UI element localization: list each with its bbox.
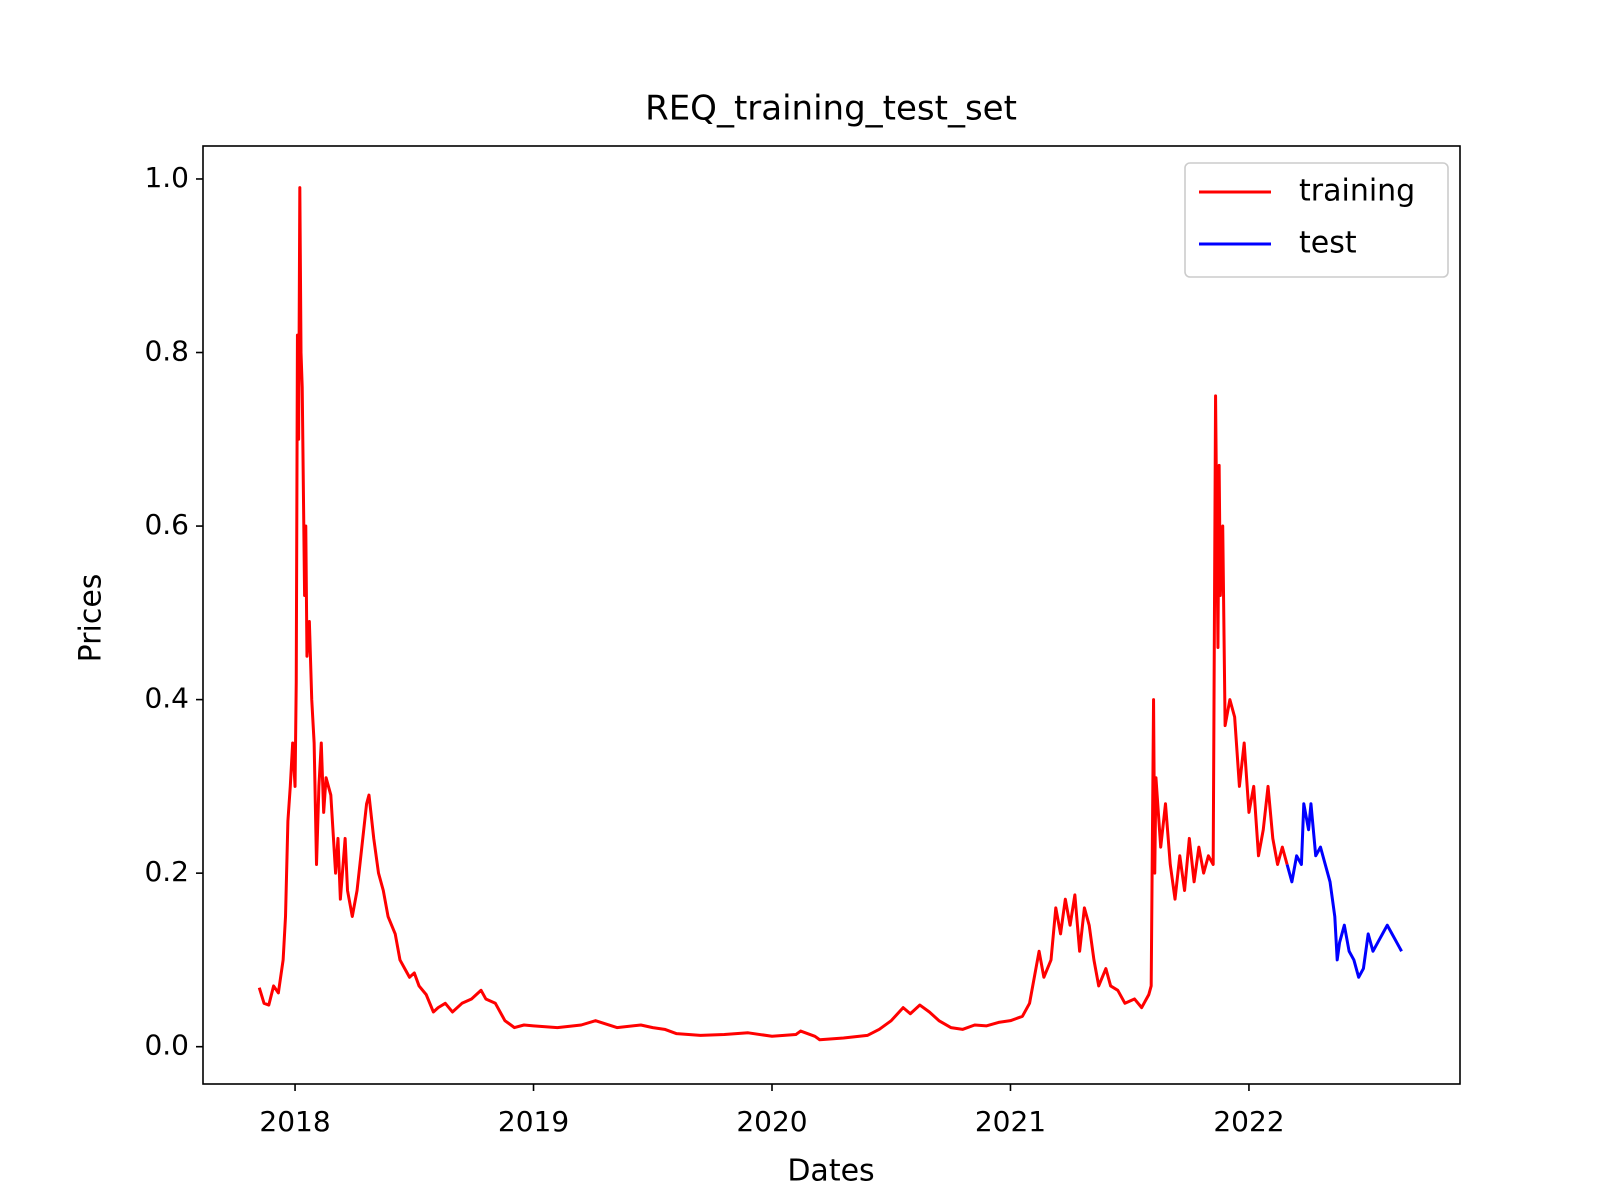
y-tick-label: 1.0	[144, 161, 189, 194]
line-series	[1285, 802, 1403, 979]
x-tick-label: 2020	[736, 1105, 807, 1138]
x-tick-label: 2019	[498, 1105, 569, 1138]
chart-title: REQ_training_test_set	[645, 89, 1017, 129]
y-tick-label: 0.6	[144, 508, 189, 541]
y-tick-label: 0.0	[144, 1029, 189, 1062]
legend: training test	[1184, 162, 1449, 278]
x-axis-label: Dates	[787, 1154, 874, 1189]
y-tick-label: 0.4	[144, 682, 189, 715]
line-series	[257, 186, 1289, 1042]
x-tick-label: 2022	[1213, 1105, 1284, 1138]
y-axis-label: Prices	[74, 574, 109, 663]
legend-label: test	[1299, 226, 1357, 261]
legend-label: training	[1299, 174, 1415, 209]
y-tick-label: 0.8	[144, 335, 189, 368]
x-tick-label: 2021	[975, 1105, 1046, 1138]
plot-frame	[202, 145, 1461, 1085]
x-tick-label: 2018	[259, 1105, 330, 1138]
y-tick-label: 0.2	[144, 855, 189, 888]
